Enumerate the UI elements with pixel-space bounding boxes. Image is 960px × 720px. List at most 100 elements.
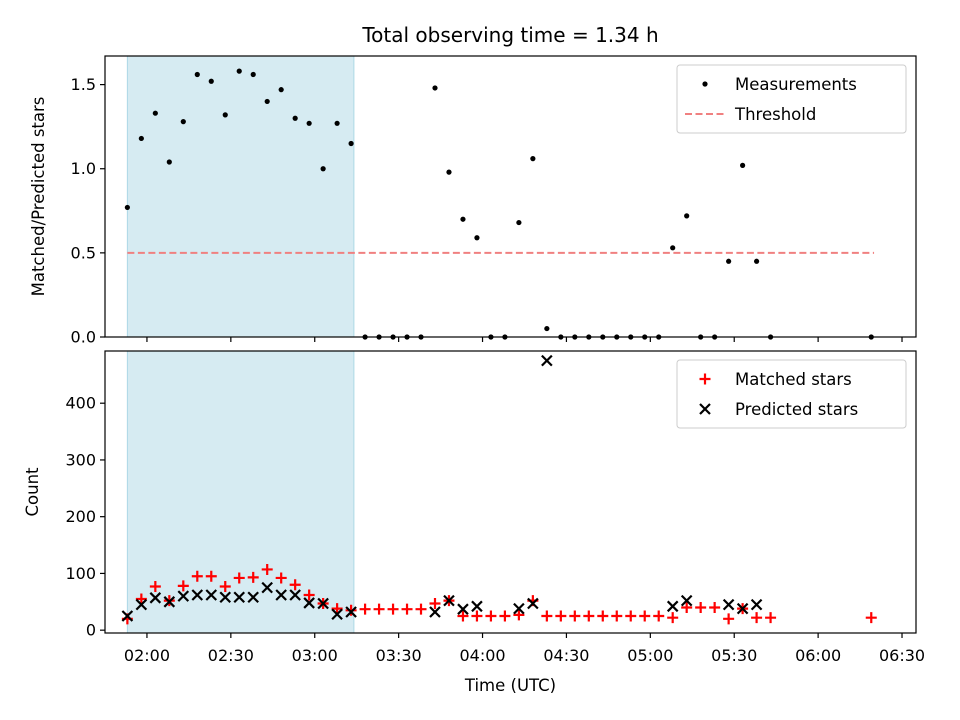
ratio-x-ticks xyxy=(146,337,903,342)
count-x-tick-label: 02:30 xyxy=(208,646,254,665)
measurement-point xyxy=(194,71,200,78)
predicted-star-point xyxy=(233,591,246,604)
matched-star-point xyxy=(261,563,273,575)
predicted-star-point xyxy=(429,606,441,618)
count-y-tick-label: 200 xyxy=(65,507,96,526)
chart-title: Total observing time = 1.34 h xyxy=(361,23,658,47)
predicted-star-point xyxy=(736,602,749,615)
predicted-star-point xyxy=(722,598,735,611)
matched-star-point xyxy=(219,580,231,592)
legend-plus-marker xyxy=(699,373,711,385)
predicted-star-point xyxy=(443,594,455,607)
matched-star-point xyxy=(597,610,609,622)
matched-star-point xyxy=(667,612,679,624)
matched-star-point xyxy=(345,604,357,616)
measurement-points xyxy=(124,68,874,340)
count-x-tick-label: 02:00 xyxy=(124,646,170,665)
measurement-point xyxy=(670,245,676,251)
legend-measurements-label: Measurements xyxy=(735,75,857,94)
measurement-point xyxy=(264,98,270,105)
measurement-point xyxy=(530,156,536,162)
measurement-point xyxy=(208,78,214,84)
measurement-point xyxy=(684,213,690,219)
count-legend-box xyxy=(676,359,907,429)
matched-star-points xyxy=(121,563,877,625)
matched-star-point xyxy=(499,610,511,622)
predicted-star-point xyxy=(177,590,190,602)
matched-star-point xyxy=(625,610,637,622)
measurement-point xyxy=(474,235,480,241)
observing-window-rect xyxy=(126,55,355,338)
matched-star-point xyxy=(359,603,371,615)
matched-star-point xyxy=(233,572,245,584)
measurement-point xyxy=(516,219,522,226)
matched-star-point xyxy=(373,603,385,615)
predicted-star-point xyxy=(471,600,483,613)
measurement-point xyxy=(180,119,186,125)
ratio-y-tick-label: 1.0 xyxy=(71,159,96,178)
x-axis-label: Time (UTC) xyxy=(464,676,556,695)
matched-star-point xyxy=(541,610,553,622)
measurement-point xyxy=(292,115,298,121)
matched-star-point xyxy=(513,609,525,621)
measurement-point xyxy=(138,135,144,142)
matched-star-point xyxy=(191,570,203,582)
matched-star-point xyxy=(149,580,161,592)
count-y-axis-label: Count xyxy=(23,467,42,517)
matched-star-point xyxy=(611,610,623,622)
measurement-point xyxy=(278,87,284,93)
predicted-star-point xyxy=(680,594,693,607)
measurement-point xyxy=(460,216,466,222)
predicted-star-point xyxy=(750,598,763,611)
count-y-tick-label: 100 xyxy=(65,564,96,583)
measurement-point xyxy=(166,159,172,165)
predicted-star-point xyxy=(289,589,301,601)
predicted-star-point xyxy=(527,597,539,610)
matched-star-point xyxy=(275,572,287,584)
legend-predicted-symbol xyxy=(699,403,711,415)
observing-window-rect xyxy=(126,350,355,634)
predicted-star-point xyxy=(149,592,162,604)
predicted-star-point xyxy=(191,589,204,601)
predicted-star-point xyxy=(135,598,148,611)
legend-x-marker xyxy=(699,403,711,415)
ratio-panel-frame xyxy=(104,55,917,338)
matched-star-point xyxy=(583,610,595,622)
measurement-point xyxy=(726,258,732,264)
count-y-tick-label: 400 xyxy=(65,394,96,413)
matched-star-point xyxy=(387,603,399,615)
matched-star-point xyxy=(723,613,735,625)
count-panel-frame xyxy=(104,350,917,634)
matched-star-point xyxy=(177,580,189,592)
count-x-ticks: 02:00 02:30 03:00 03:30 04:00 04:30 05:00 05:30… xyxy=(124,633,925,665)
count-x-tick-label: 03:30 xyxy=(376,646,422,665)
matched-star-point xyxy=(135,593,147,605)
count-x-tick-label: 05:00 xyxy=(627,646,673,665)
predicted-star-point xyxy=(261,581,273,594)
matched-star-point xyxy=(681,601,693,613)
count-x-tick-label: 04:00 xyxy=(459,646,505,665)
measurement-point xyxy=(544,325,550,332)
predicted-star-point xyxy=(303,597,315,609)
matched-star-point xyxy=(695,601,707,613)
matched-star-point xyxy=(569,610,581,622)
predicted-star-point xyxy=(345,606,357,618)
matched-star-point xyxy=(555,610,567,622)
measurement-point xyxy=(753,258,760,264)
matched-star-point xyxy=(653,610,665,622)
count-x-tick-label: 06:00 xyxy=(795,646,841,665)
observing-window-span xyxy=(126,350,355,634)
ratio-y-tick-label: 0.5 xyxy=(71,243,96,262)
legend-matched-label: Matched stars xyxy=(735,370,852,389)
matched-star-point xyxy=(247,571,259,583)
matched-star-point xyxy=(765,612,777,624)
measurement-point xyxy=(152,110,158,116)
matched-star-point xyxy=(415,603,427,615)
legend-matched-symbol xyxy=(699,373,711,385)
predicted-star-point xyxy=(205,589,218,601)
matched-star-point xyxy=(639,610,651,622)
ratio-panel: 0.0 0.5 1.0 1.5 Matched/Predicted stars Mea… xyxy=(29,55,917,347)
predicted-star-point xyxy=(457,603,469,615)
